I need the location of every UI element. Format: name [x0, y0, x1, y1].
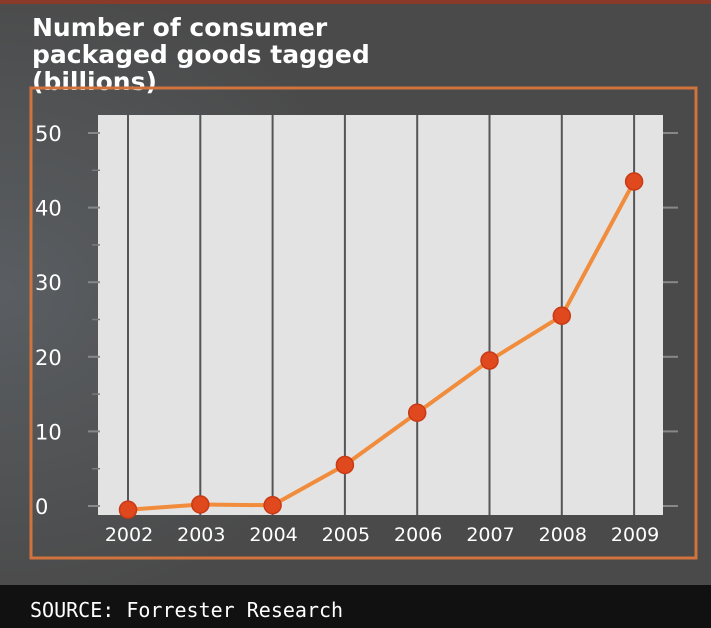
top-accent-bar	[0, 0, 711, 4]
series-line	[127, 180, 636, 512]
source-footer	[0, 585, 711, 628]
data-point	[624, 172, 644, 191]
y-tick-label: 40	[35, 197, 62, 221]
x-tick-label: 2008	[539, 524, 587, 546]
x-tick-label: 2003	[177, 524, 225, 546]
plot-frame	[29, 86, 698, 560]
data-point	[263, 496, 282, 515]
y-tick-label: 10	[35, 420, 62, 444]
x-axis-ticks: 2002 2003 2004 2005 2006 2007 2008 2009	[105, 524, 659, 546]
data-point	[118, 500, 138, 519]
data-point	[407, 403, 427, 422]
y-tick-label: 50	[35, 122, 62, 146]
plot-area	[98, 115, 663, 515]
data-point	[552, 306, 572, 326]
chart-title-line: Number of consumer	[32, 13, 328, 42]
x-tick-label: 2004	[249, 524, 297, 546]
x-tick-label: 2005	[322, 524, 370, 546]
x-tick-label: 2002	[105, 524, 153, 546]
data-point	[191, 495, 210, 514]
source-text: SOURCE: Forrester Research	[30, 598, 343, 622]
x-tick-label: 2007	[466, 524, 514, 546]
data-points	[118, 172, 644, 519]
chart-title-line: (billions)	[32, 67, 157, 96]
y-tick-label: 0	[35, 495, 48, 519]
vertical-gridlines	[127, 115, 636, 515]
y-tick-label: 30	[35, 271, 62, 295]
x-tick-label: 2009	[611, 524, 659, 546]
y-axis-ticks: 0 10 20 30 40 50	[35, 122, 678, 519]
y-tick-label: 20	[35, 346, 62, 370]
chart-title-line: packaged goods tagged	[32, 40, 370, 69]
x-tick-label: 2006	[394, 524, 442, 546]
data-point	[335, 455, 355, 475]
data-point	[480, 351, 499, 370]
chart-title: Number of consumer packaged goods tagged(…	[32, 13, 370, 96]
